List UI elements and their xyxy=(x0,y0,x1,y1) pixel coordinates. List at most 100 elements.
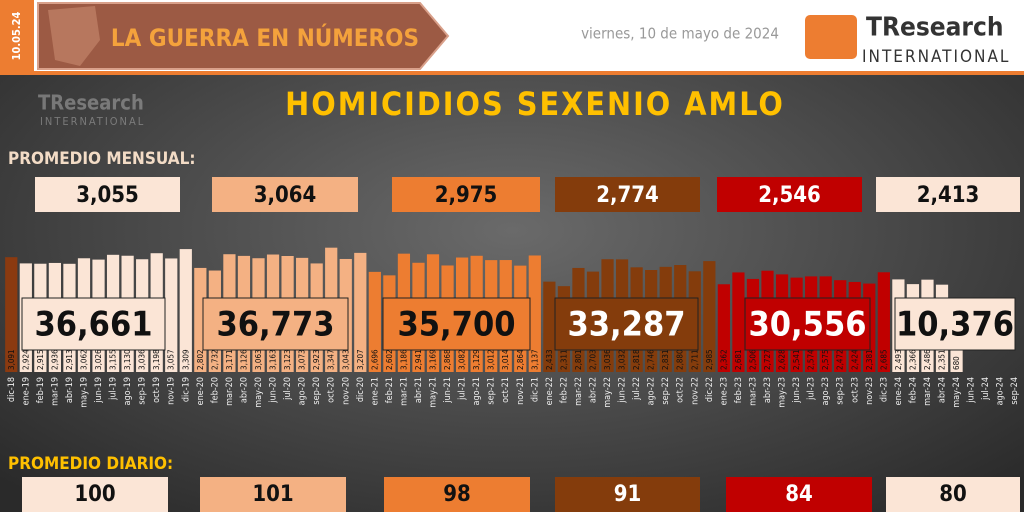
total-box xyxy=(21,297,166,351)
value-label: 2,703 xyxy=(588,349,597,370)
x-tick-label: nov-19 xyxy=(167,377,177,405)
x-tick-label: ago-24 xyxy=(996,377,1006,405)
total-box xyxy=(894,297,1016,351)
x-tick-label: ago-22 xyxy=(647,377,657,405)
x-tick-label: sep-22 xyxy=(661,377,671,405)
x-tick-label: ago-23 xyxy=(821,377,831,405)
value-label: 2,868 xyxy=(443,349,452,370)
monthly-box xyxy=(392,177,540,212)
period-total: 10,376 xyxy=(896,305,1014,345)
value-label: 3,207 xyxy=(356,349,365,370)
monthly-average: 3,064 xyxy=(254,183,317,208)
logo-sub: INTERNATIONAL xyxy=(862,47,1010,67)
x-tick-label: dic-20 xyxy=(356,377,366,402)
monthly-average: 2,774 xyxy=(596,183,659,208)
value-label: 2,880 xyxy=(676,349,685,370)
x-tick-label: oct-20 xyxy=(327,377,337,403)
x-tick-label: abr-19 xyxy=(65,377,75,403)
value-label: 2,362 xyxy=(719,349,728,370)
x-tick-label: jun-22 xyxy=(618,377,628,404)
daily-box xyxy=(555,477,700,512)
value-label: 3,032 xyxy=(618,349,627,370)
x-tick-label: jul-19 xyxy=(109,377,119,401)
x-tick-label: may-24 xyxy=(952,377,962,408)
value-label: 2,574 xyxy=(807,349,816,370)
value-label: 680 xyxy=(952,356,961,370)
x-tick-label: may-22 xyxy=(603,377,613,408)
value-label: 3,026 xyxy=(94,349,103,370)
period-total: 35,700 xyxy=(397,305,515,345)
value-label: 3,063 xyxy=(254,349,263,370)
daily-average: 98 xyxy=(443,482,471,507)
period-total: 36,773 xyxy=(216,305,334,345)
value-label: 2,541 xyxy=(792,349,801,370)
value-label: 2,923 xyxy=(312,349,321,370)
bar xyxy=(368,271,381,372)
x-tick-label: dic-19 xyxy=(181,377,191,402)
x-tick-label: jun-20 xyxy=(269,377,279,404)
total-box xyxy=(744,297,871,351)
value-label: 3,137 xyxy=(530,349,539,370)
x-tick-label: mar-20 xyxy=(225,377,235,406)
logo-mark xyxy=(805,15,857,59)
x-tick-label: oct-22 xyxy=(676,377,686,403)
date-stamp: 10.05.24 xyxy=(10,11,23,60)
value-label: 3,012 xyxy=(487,349,496,370)
x-tick-label: sep-19 xyxy=(138,377,148,405)
value-label: 3,347 xyxy=(327,349,336,370)
watermark-sub: INTERNATIONAL xyxy=(40,115,145,128)
x-tick-label: nov-20 xyxy=(341,377,351,405)
period-total: 33,287 xyxy=(567,305,685,345)
value-label: 2,681 xyxy=(734,349,743,370)
value-label: 3,014 xyxy=(501,349,510,370)
x-tick-label: oct-19 xyxy=(152,377,162,403)
monthly-label: PROMEDIO MENSUAL: xyxy=(8,149,195,169)
value-label: 3,123 xyxy=(283,349,292,370)
monthly-average: 2,975 xyxy=(435,183,498,208)
x-tick-label: ago-19 xyxy=(123,377,133,405)
map-icon xyxy=(48,6,100,66)
x-tick-label: may-21 xyxy=(429,377,439,408)
value-label: 2,506 xyxy=(748,349,757,370)
period-total: 36,661 xyxy=(34,305,152,345)
x-tick-label: dic-21 xyxy=(530,377,540,402)
x-tick-label: nov-23 xyxy=(865,377,875,405)
value-label: 2,801 xyxy=(574,349,583,370)
monthly-box xyxy=(717,177,862,212)
value-label: 3,126 xyxy=(239,349,248,370)
value-label: 3,073 xyxy=(298,349,307,370)
value-label: 3,129 xyxy=(472,349,481,370)
daily-label: PROMEDIO DIARIO: xyxy=(8,454,173,474)
x-tick-label: ene-24 xyxy=(894,377,904,405)
daily-box xyxy=(384,477,530,512)
logo-name: TResearch xyxy=(866,13,1003,43)
chart-title: HOMICIDIOS SEXENIO AMLO xyxy=(285,85,785,123)
x-tick-label: ene-19 xyxy=(21,377,31,405)
watermark-name: TResearch xyxy=(38,91,144,115)
value-label: 2,924 xyxy=(21,349,30,370)
value-label: 2,493 xyxy=(894,349,903,370)
bar xyxy=(717,284,730,372)
banner-title: LA GUERRA EN NÚMEROS xyxy=(111,22,419,52)
value-label: 3,036 xyxy=(603,349,612,370)
x-tick-label: jul-21 xyxy=(458,377,468,401)
monthly-box xyxy=(555,177,700,212)
value-label: 3,130 xyxy=(123,349,132,370)
total-box xyxy=(554,297,699,351)
value-label: 2,831 xyxy=(661,349,670,370)
value-label: 2,472 xyxy=(836,349,845,370)
value-label: 2,913 xyxy=(65,349,74,370)
x-tick-label: feb-22 xyxy=(559,377,569,403)
value-label: 2,746 xyxy=(647,349,656,370)
x-tick-label: ene-21 xyxy=(370,377,380,405)
daily-box xyxy=(22,477,168,512)
daily-box xyxy=(886,477,1020,512)
value-label: 3,198 xyxy=(152,349,161,370)
value-label: 2,818 xyxy=(632,349,641,370)
value-label: 2,311 xyxy=(559,349,568,370)
header-rule xyxy=(0,71,1024,75)
value-label: 2,685 xyxy=(879,349,888,370)
value-label: 2,366 xyxy=(908,349,917,370)
total-box xyxy=(382,297,531,351)
x-tick-label: ago-21 xyxy=(472,377,482,405)
